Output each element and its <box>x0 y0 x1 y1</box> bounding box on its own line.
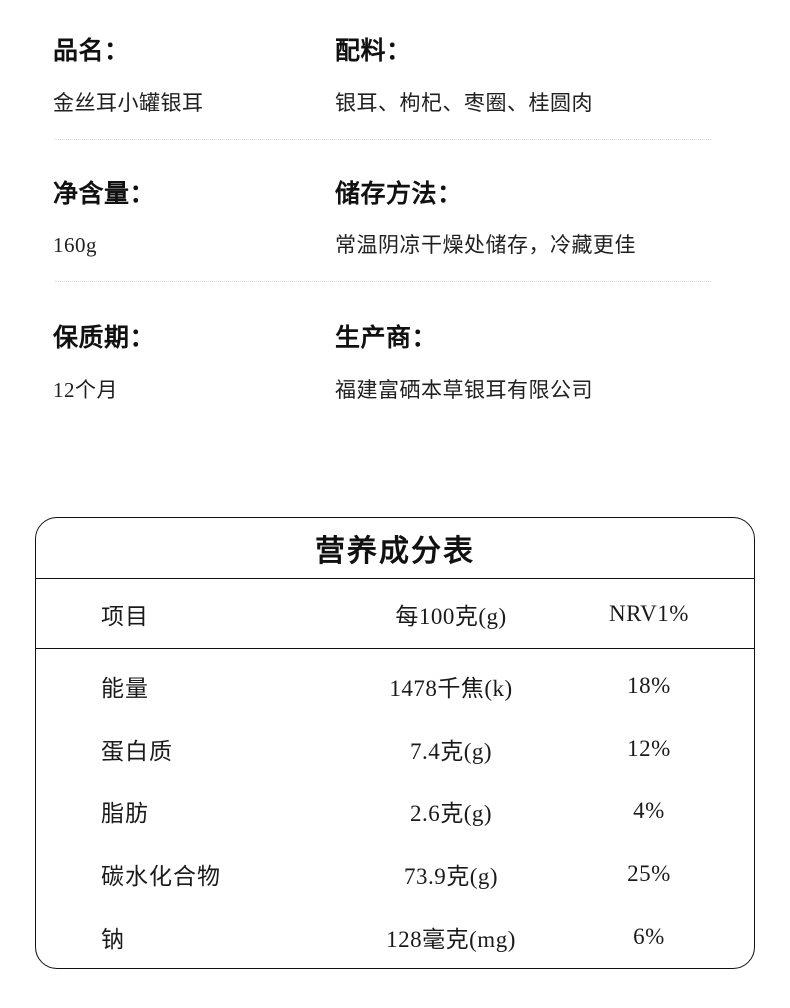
table-row: 能量 1478千焦(k) 18% <box>36 655 754 718</box>
product-info-row-2: 净含量： 160g 储存方法： 常温阴凉干燥处储存，冷藏更佳 <box>0 141 790 258</box>
manufacturer-label: 生产商： <box>335 324 438 353</box>
nutrient-name: 蛋白质 <box>101 738 173 764</box>
nutrient-name: 脂肪 <box>101 801 149 827</box>
product-info-section: 品名： 金丝耳小罐银耳 配料： 银耳、枸杞、枣圈、桂圆肉 净含量： 160g 储… <box>0 0 790 402</box>
nutrient-nrv: 25% <box>627 861 671 887</box>
column-header-nrv: NRV1% <box>609 600 689 626</box>
nutrient-amount: 1478千焦(k) <box>389 676 513 702</box>
nutrition-table-title: 营养成分表 <box>36 518 754 579</box>
nutrient-nrv: 4% <box>633 798 665 824</box>
shelf-life-field: 保质期： 12个月 <box>0 325 320 402</box>
net-content-label: 净含量： <box>53 179 156 208</box>
column-header-amount: 每100克(g) <box>395 603 507 629</box>
nutrition-facts-table: 营养成分表 项目 每100克(g) NRV1% 能量 1478千焦(k) 18%… <box>35 517 755 969</box>
nutrient-nrv: 18% <box>627 673 671 699</box>
nutrition-table-wrapper: 营养成分表 项目 每100克(g) NRV1% 能量 1478千焦(k) 18%… <box>35 517 755 969</box>
storage-method-value: 常温阴凉干燥处储存，冷藏更佳 <box>335 233 636 258</box>
product-info-row-3: 保质期： 12个月 生产商： 福建富硒本草银耳有限公司 <box>0 283 790 402</box>
manufacturer-field: 生产商： 福建富硒本草银耳有限公司 <box>320 325 790 402</box>
nutrient-amount: 2.6克(g) <box>409 801 493 827</box>
section-divider-1 <box>55 138 711 141</box>
manufacturer-value: 福建富硒本草银耳有限公司 <box>335 377 593 402</box>
table-row: 蛋白质 7.4克(g) 12% <box>36 718 754 781</box>
storage-method-label: 储存方法： <box>335 179 463 208</box>
nutrient-nrv: 12% <box>627 735 671 761</box>
nutrient-amount: 73.9克(g) <box>403 864 499 890</box>
storage-method-field: 储存方法： 常温阴凉干燥处储存，冷藏更佳 <box>320 179 790 258</box>
table-row: 钠 128毫克(mg) 6% <box>36 905 754 968</box>
nutrient-name: 钠 <box>101 926 125 952</box>
product-name-label: 品名： <box>53 37 130 65</box>
nutrition-table-body: 能量 1478千焦(k) 18% 蛋白质 7.4克(g) 12% 脂肪 2.6克… <box>36 649 754 968</box>
column-header-item: 项目 <box>101 603 149 629</box>
net-content-value: 160g <box>53 233 97 258</box>
table-row: 碳水化合物 73.9克(g) 25% <box>36 843 754 906</box>
product-info-row-1: 品名： 金丝耳小罐银耳 配料： 银耳、枸杞、枣圈、桂圆肉 <box>0 0 790 115</box>
nutrient-amount: 128毫克(mg) <box>386 926 516 952</box>
nutrient-name: 能量 <box>101 676 149 702</box>
nutrient-amount: 7.4克(g) <box>409 738 493 764</box>
nutrient-nrv: 6% <box>633 923 665 949</box>
net-content-field: 净含量： 160g <box>0 179 320 258</box>
product-name-field: 品名： 金丝耳小罐银耳 <box>0 37 320 115</box>
section-divider-2 <box>55 281 711 283</box>
nutrition-table-header-row: 项目 每100克(g) NRV1% <box>36 579 754 649</box>
ingredients-label: 配料： <box>335 37 412 65</box>
shelf-life-value: 12个月 <box>53 377 118 402</box>
ingredients-value: 银耳、枸杞、枣圈、桂圆肉 <box>335 90 593 115</box>
shelf-life-label: 保质期： <box>53 324 156 353</box>
nutrient-name: 碳水化合物 <box>101 864 221 890</box>
ingredients-field: 配料： 银耳、枸杞、枣圈、桂圆肉 <box>320 37 790 115</box>
table-row: 脂肪 2.6克(g) 4% <box>36 780 754 843</box>
product-name-value: 金丝耳小罐银耳 <box>53 90 204 115</box>
